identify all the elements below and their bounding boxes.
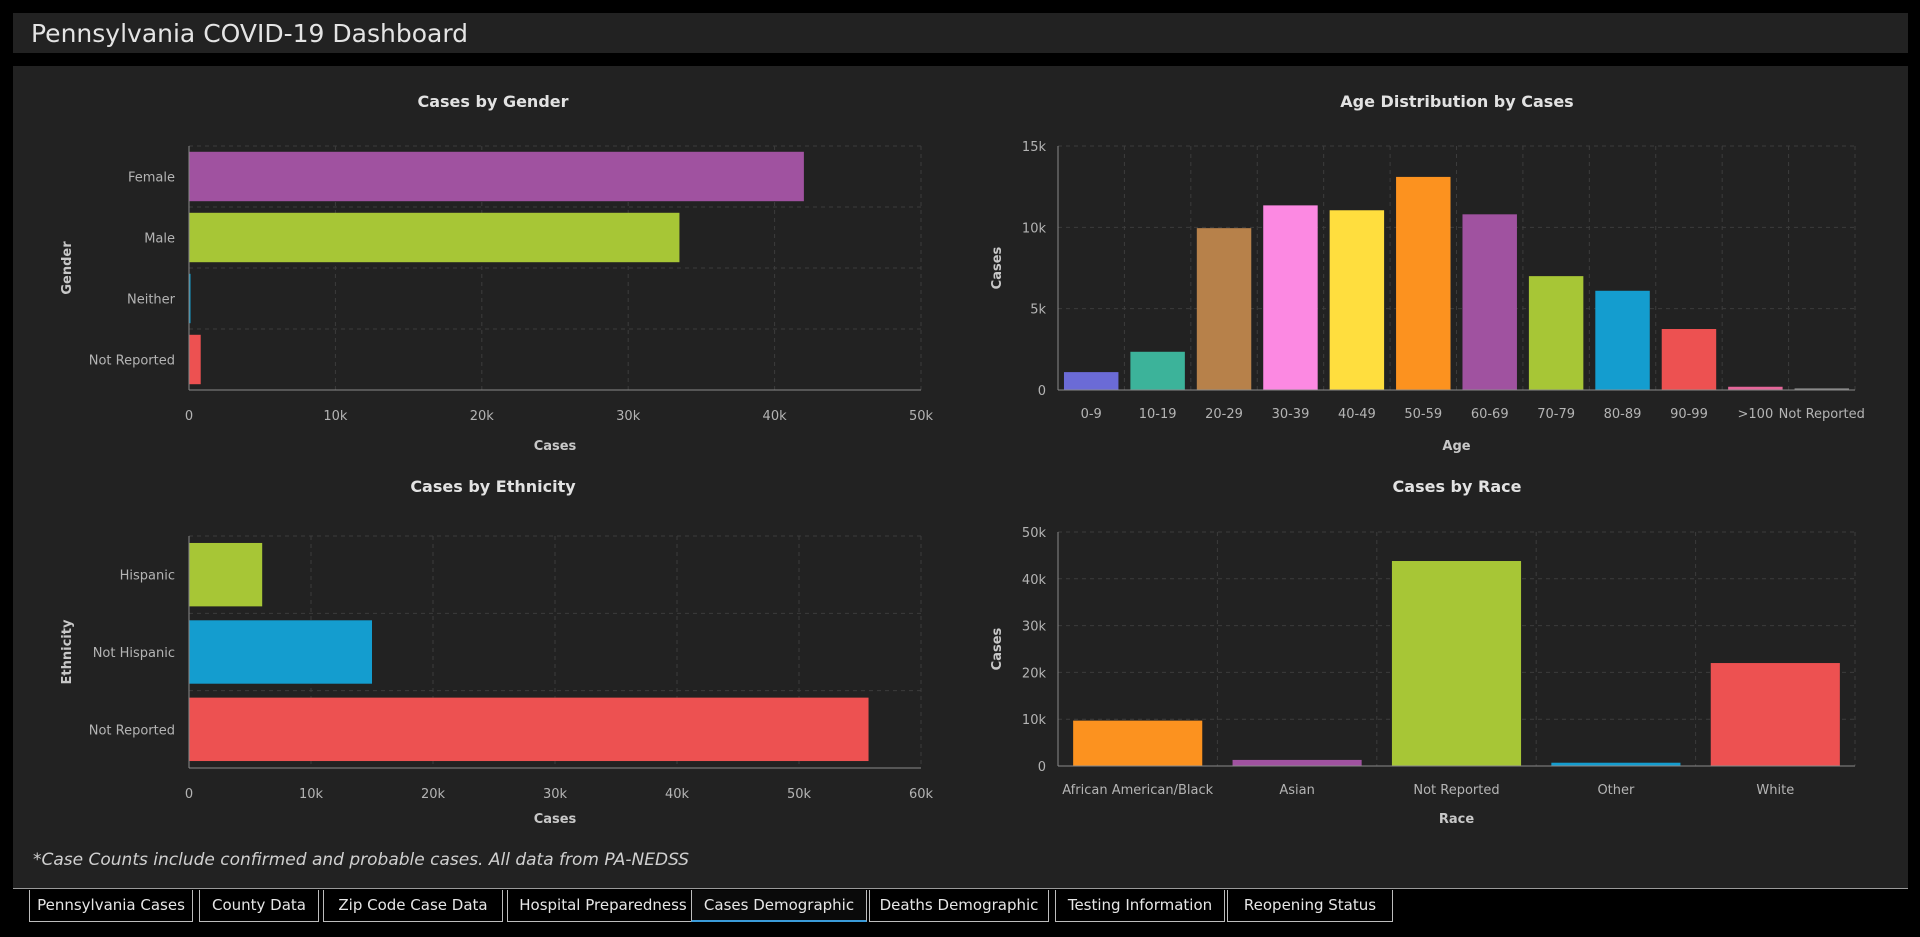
race-category-label-other: Other <box>1597 783 1635 798</box>
age-category-label-100: >100 <box>1738 407 1774 422</box>
age-y-axis-label: Cases <box>990 246 1005 289</box>
race-tick-y-2: 20k <box>1022 666 1047 681</box>
ethnicity-tick-x-2: 20k <box>421 787 446 802</box>
race-tick-y-4: 40k <box>1022 573 1047 588</box>
age-bar-90-99 <box>1661 329 1717 390</box>
gender-bar-female <box>189 151 804 202</box>
gender-category-label-neither: Neither <box>127 293 176 308</box>
ethnicity-category-label-not-reported: Not Reported <box>89 723 175 738</box>
race-bar-other <box>1551 762 1681 766</box>
age-category-label-50-59: 50-59 <box>1404 407 1442 422</box>
gender-bar-neither <box>189 273 191 324</box>
gender-tick-x-5: 50k <box>909 409 934 424</box>
race-tick-y-3: 30k <box>1022 620 1047 635</box>
gender-x-axis-label: Cases <box>534 439 577 454</box>
age-category-label-0-9: 0-9 <box>1081 407 1102 422</box>
ethnicity-tick-x-3: 30k <box>543 787 568 802</box>
race-x-axis-label: Race <box>1439 812 1474 827</box>
ethnicity-x-axis-label: Cases <box>534 812 577 827</box>
gender-bar-male <box>189 212 680 263</box>
race-chart-title: Cases by Race <box>1393 477 1522 496</box>
race-tick-y-5: 50k <box>1022 526 1047 541</box>
race-bar-white <box>1710 663 1840 766</box>
ethnicity-tick-x-0: 0 <box>185 787 193 802</box>
race-bar-asian <box>1232 759 1362 766</box>
charts-canvas: Cases by Gender 0 10k 20k 30k 40k 50k Female Mal… <box>60 92 1865 827</box>
tab-county-data[interactable]: County Data <box>199 890 319 922</box>
age-chart-title: Age Distribution by Cases <box>1340 92 1573 111</box>
age-tick-y-0: 0 <box>1038 384 1046 399</box>
tab-reopening-status[interactable]: Reopening Status <box>1227 890 1393 922</box>
age-bar-30-39 <box>1263 205 1318 390</box>
ethnicity-tick-x-6: 60k <box>909 787 934 802</box>
gender-tick-x-2: 20k <box>470 409 495 424</box>
gender-y-axis-label: Gender <box>60 241 75 295</box>
tab-deaths-demographic[interactable]: Deaths Demographic <box>869 890 1049 922</box>
ethnicity-tick-x-5: 50k <box>787 787 812 802</box>
gender-category-label-male: Male <box>144 232 175 247</box>
age-tick-y-1: 5k <box>1030 303 1046 318</box>
ethnicity-bar-not-reported <box>189 697 869 762</box>
age-bar-60-69 <box>1462 214 1517 390</box>
race-category-label-asian: Asian <box>1279 783 1314 798</box>
age-bar-not-reported <box>1794 388 1850 390</box>
gender-category-label-female: Female <box>128 171 175 186</box>
race-tick-y-0: 0 <box>1038 760 1046 775</box>
gender-tick-x-0: 0 <box>185 409 193 424</box>
ethnicity-y-axis-label: Ethnicity <box>60 619 75 684</box>
age-bar-10-19 <box>1130 351 1185 390</box>
age-bar-0-9 <box>1063 372 1119 390</box>
gender-tick-x-1: 10k <box>323 409 348 424</box>
tab-pennsylvania-cases[interactable]: Pennsylvania Cases <box>29 890 193 922</box>
charts-panel: Cases by Gender 0 10k 20k 30k 40k 50k Female Mal… <box>13 66 1908 888</box>
age-bar-40-49 <box>1329 210 1385 390</box>
gender-bar-not-reported <box>189 334 201 385</box>
age-category-label-10-19: 10-19 <box>1139 407 1177 422</box>
age-bar-70-79 <box>1528 276 1584 390</box>
app-header: Pennsylvania COVID-19 Dashboard <box>13 13 1908 53</box>
race-bar-not-reported <box>1391 561 1522 766</box>
race-category-label-african-american-black: African American/Black <box>1062 783 1213 798</box>
race-category-label-not-reported: Not Reported <box>1413 783 1499 798</box>
tab-hospital-preparedness[interactable]: Hospital Preparedness <box>507 890 699 922</box>
gender-tick-x-4: 40k <box>763 409 788 424</box>
race-category-label-white: White <box>1756 783 1794 798</box>
age-tick-y-3: 15k <box>1022 140 1047 155</box>
age-tick-y-2: 10k <box>1022 221 1047 236</box>
ethnicity-tick-x-4: 40k <box>665 787 690 802</box>
age-category-label-90-99: 90-99 <box>1670 407 1708 422</box>
age-category-label-70-79: 70-79 <box>1537 407 1575 422</box>
age-bar-80-89 <box>1595 290 1650 390</box>
race-bar-african-american-black <box>1073 720 1203 766</box>
age-category-label-40-49: 40-49 <box>1338 407 1376 422</box>
footnote: *Case Counts include confirmed and proba… <box>33 850 690 870</box>
gender-chart-title: Cases by Gender <box>417 92 568 111</box>
age-bar-20-29 <box>1196 228 1252 390</box>
age-category-label-80-89: 80-89 <box>1604 407 1642 422</box>
app-title: Pennsylvania COVID-19 Dashboard <box>31 19 469 48</box>
tab-zip-code-case-data[interactable]: Zip Code Case Data <box>323 890 503 922</box>
race-tick-y-1: 10k <box>1022 713 1047 728</box>
ethnicity-chart-title: Cases by Ethnicity <box>410 477 576 496</box>
age-bar-50-59 <box>1396 176 1451 390</box>
age-category-label-60-69: 60-69 <box>1471 407 1509 422</box>
ethnicity-bar-not-hispanic <box>189 620 372 684</box>
ethnicity-category-label-not-hispanic: Not Hispanic <box>93 646 175 661</box>
age-category-label-20-29: 20-29 <box>1205 407 1243 422</box>
race-y-axis-label: Cases <box>990 627 1005 670</box>
tab-cases-demographic[interactable]: Cases Demographic <box>691 890 867 922</box>
gender-tick-x-3: 30k <box>616 409 641 424</box>
ethnicity-tick-x-1: 10k <box>299 787 324 802</box>
age-bar-100 <box>1728 386 1783 390</box>
tab-bar: Pennsylvania Cases County Data Zip Code … <box>13 888 1908 937</box>
ethnicity-category-label-hispanic: Hispanic <box>120 569 175 584</box>
ethnicity-bar-hispanic <box>189 542 263 607</box>
age-category-label-not-reported: Not Reported <box>1779 407 1865 422</box>
gender-category-label-not-reported: Not Reported <box>89 354 175 369</box>
age-category-label-30-39: 30-39 <box>1272 407 1310 422</box>
age-x-axis-label: Age <box>1442 439 1470 454</box>
tab-testing-information[interactable]: Testing Information <box>1055 890 1225 922</box>
